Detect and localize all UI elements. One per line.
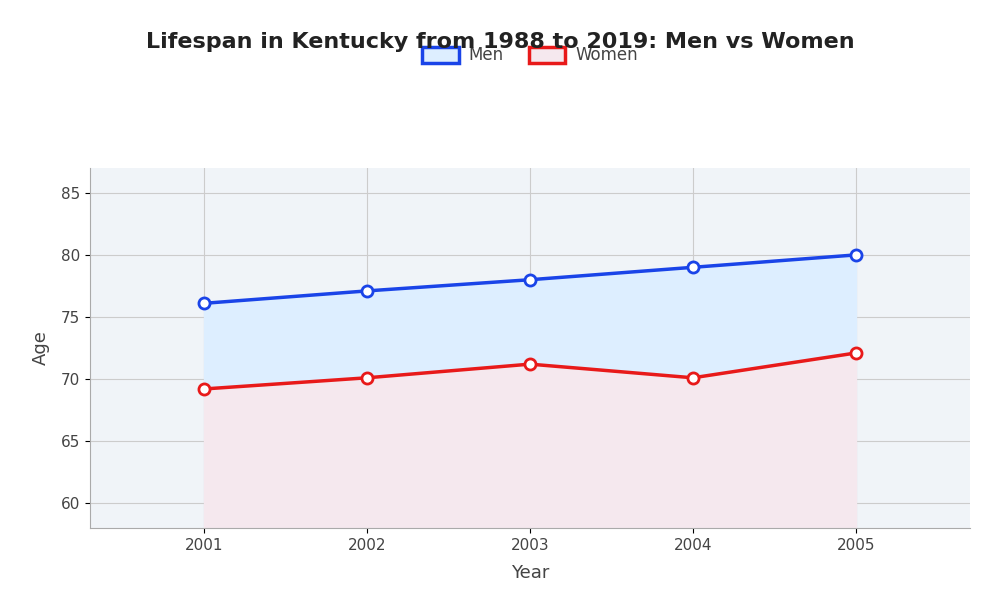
Text: Lifespan in Kentucky from 1988 to 2019: Men vs Women: Lifespan in Kentucky from 1988 to 2019: …	[146, 32, 854, 52]
X-axis label: Year: Year	[511, 564, 549, 582]
Y-axis label: Age: Age	[32, 331, 50, 365]
Legend: Men, Women: Men, Women	[415, 40, 645, 71]
